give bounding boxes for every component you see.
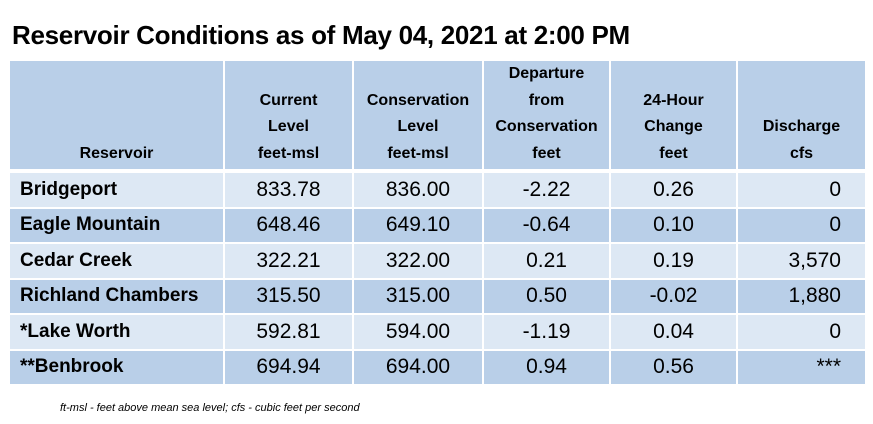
header-line: Level — [268, 118, 309, 135]
reservoir-name: Richland Chambers — [10, 277, 223, 313]
discharge-cell: 0 — [736, 206, 865, 242]
conservation-level-cell: 315.00 — [352, 277, 482, 313]
discharge-cell: 1,880 — [736, 277, 865, 313]
discharge-cell: 0 — [736, 313, 865, 349]
header-line: feet-msl — [387, 144, 449, 162]
departure-cell: -2.22 — [482, 171, 609, 207]
header-reservoir: Reservoir — [10, 61, 223, 171]
table-row: Cedar Creek 322.21 322.00 0.21 0.19 3,57… — [10, 242, 865, 278]
reservoir-name: Bridgeport — [10, 171, 223, 207]
conservation-level-cell: 594.00 — [352, 313, 482, 349]
header-line: Departure — [508, 65, 585, 82]
reservoir-table: Reservoir Current Level feet-msl Conserv… — [10, 61, 865, 384]
discharge-cell: 3,570 — [736, 242, 865, 278]
departure-cell: 0.50 — [482, 277, 609, 313]
header-conservation-level: Conservation Level feet-msl — [352, 61, 482, 171]
current-level-cell: 694.94 — [223, 348, 352, 384]
change-24h-cell: 0.26 — [609, 171, 736, 207]
departure-cell: -0.64 — [482, 206, 609, 242]
header-line: Current — [259, 91, 318, 109]
header-line: from — [528, 91, 565, 109]
header-line: feet-msl — [257, 144, 320, 162]
reservoir-name: Cedar Creek — [10, 242, 223, 278]
reservoir-name: Eagle Mountain — [10, 206, 223, 242]
header-row: Reservoir Current Level feet-msl Conserv… — [10, 61, 865, 171]
conservation-level-cell: 836.00 — [352, 171, 482, 207]
table-row: Bridgeport 833.78 836.00 -2.22 0.26 0 — [10, 171, 865, 207]
change-24h-cell: 0.19 — [609, 242, 736, 278]
page-title: Reservoir Conditions as of May 04, 2021 … — [12, 20, 630, 50]
current-level-cell: 833.78 — [223, 171, 352, 207]
header-24-hour-change: 24-Hour Change feet — [609, 61, 736, 171]
departure-cell: -1.19 — [482, 313, 609, 349]
current-level-cell: 592.81 — [223, 313, 352, 349]
header-line: feet — [532, 144, 561, 162]
discharge-cell: *** — [736, 348, 865, 384]
current-level-cell: 322.21 — [223, 242, 352, 278]
current-level-cell: 315.50 — [223, 277, 352, 313]
discharge-cell: 0 — [736, 171, 865, 207]
change-24h-cell: 0.56 — [609, 348, 736, 384]
header-line: Discharge — [762, 118, 841, 135]
table-row: Eagle Mountain 648.46 649.10 -0.64 0.10 … — [10, 206, 865, 242]
change-24h-cell: 0.04 — [609, 313, 736, 349]
conservation-level-cell: 694.00 — [352, 348, 482, 384]
header-line: cfs — [789, 144, 814, 162]
table-row: Richland Chambers 315.50 315.00 0.50 -0.… — [10, 277, 865, 313]
change-24h-cell: 0.10 — [609, 206, 736, 242]
table-row: **Benbrook 694.94 694.00 0.94 0.56 *** — [10, 348, 865, 384]
header-line: 24-Hour — [643, 91, 704, 109]
reservoir-name: **Benbrook — [10, 348, 223, 384]
departure-cell: 0.94 — [482, 348, 609, 384]
change-24h-cell: -0.02 — [609, 277, 736, 313]
conservation-level-cell: 322.00 — [352, 242, 482, 278]
header-line: feet — [659, 144, 688, 162]
conservation-level-cell: 649.10 — [352, 206, 482, 242]
header-line: Change — [644, 118, 703, 135]
departure-cell: 0.21 — [482, 242, 609, 278]
table-row: *Lake Worth 592.81 594.00 -1.19 0.04 0 — [10, 313, 865, 349]
header-line: Level — [397, 118, 439, 135]
reservoir-name: *Lake Worth — [10, 313, 223, 349]
header-line: Conservation — [366, 91, 470, 109]
header-discharge: Discharge cfs — [736, 61, 865, 171]
header-departure: Departure from Conservation feet — [482, 61, 609, 171]
header-line: Reservoir — [79, 144, 154, 162]
current-level-cell: 648.46 — [223, 206, 352, 242]
header-current-level: Current Level feet-msl — [223, 61, 352, 171]
header-line: Conservation — [495, 118, 598, 135]
footnote: ft-msl - feet above mean sea level; cfs … — [60, 402, 360, 414]
